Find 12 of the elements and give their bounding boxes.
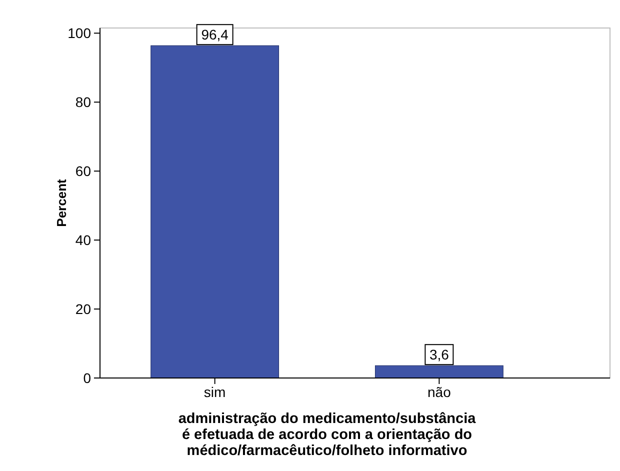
y-tick-label: 0 <box>83 370 92 386</box>
y-tick-label: 20 <box>75 301 92 318</box>
data-label: 3,6 <box>429 346 450 363</box>
y-tick-label: 80 <box>75 94 92 110</box>
x-tick-label: não <box>428 384 452 400</box>
x-tick-label: sim <box>204 384 226 400</box>
y-tick-label: 40 <box>75 232 92 248</box>
x-axis-title: administração do medicamento/substância é efetuada de acordo com a orientação do médico/farmacêutico/folheto informativo <box>178 411 477 459</box>
y-tick-label: 100 <box>68 25 92 42</box>
data-label: 96,4 <box>201 26 229 43</box>
y-tick-label: 60 <box>75 163 92 180</box>
y-axis-title: Percent <box>54 178 69 227</box>
